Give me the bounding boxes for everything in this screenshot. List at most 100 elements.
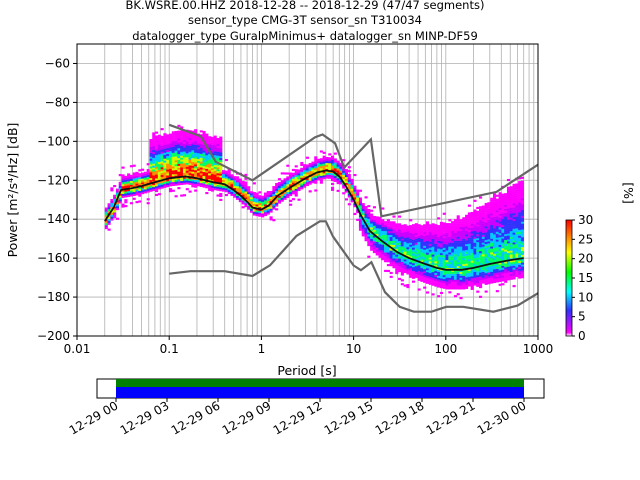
heatmap-cell — [342, 192, 346, 195]
mode-line — [104, 169, 524, 271]
heatmap-cell — [185, 160, 189, 164]
heatmap-cell — [445, 277, 449, 280]
heatmap-cell — [395, 244, 399, 247]
heatmap-cell — [470, 278, 474, 281]
heatmap-cell — [372, 249, 376, 252]
heatmap-cell — [492, 206, 497, 210]
heatmap-cell — [188, 141, 192, 145]
heatmap-cell — [182, 163, 187, 166]
heatmap-cell — [417, 237, 421, 240]
heatmap-cell — [481, 240, 485, 243]
heatmap-cell — [501, 207, 505, 210]
heatmap-cell — [518, 266, 522, 269]
heatmap-cell — [216, 155, 220, 158]
heatmap-cell — [509, 211, 513, 214]
heatmap-cell — [280, 193, 284, 196]
heatmap-cell — [325, 174, 329, 177]
heatmap-cell — [269, 191, 273, 194]
heatmap-cell — [294, 186, 298, 189]
heatmap-cell — [216, 151, 220, 154]
heatmap-cell — [166, 138, 170, 141]
heatmap-cell — [132, 174, 136, 177]
heatmap-cell — [453, 287, 457, 290]
heatmap-cell — [230, 178, 234, 181]
heatmap-cell — [490, 277, 494, 280]
heatmap-cell — [227, 182, 231, 185]
heatmap-cell — [199, 134, 203, 137]
heatmap-cell — [199, 163, 203, 166]
heatmap-cell — [501, 215, 505, 218]
heatmap-cell — [208, 159, 212, 162]
heatmap-cell — [127, 183, 131, 186]
heatmap-cell — [403, 247, 407, 250]
heatmap-cell — [515, 222, 519, 225]
heatmap-cell — [392, 225, 396, 228]
heatmap-cell — [495, 225, 499, 228]
heatmap-cell — [518, 260, 522, 264]
heatmap-cell — [155, 168, 159, 171]
heatmap-cell — [330, 167, 335, 170]
heatmap-cell — [202, 152, 206, 155]
heatmap-cell — [428, 241, 432, 244]
heatmap-cell — [238, 198, 242, 201]
heatmap-cell — [177, 187, 181, 190]
heatmap-cell — [294, 188, 298, 191]
heatmap-cell — [512, 230, 516, 233]
heatmap-cell — [414, 227, 418, 230]
heatmap-cell — [322, 173, 326, 176]
heatmap-cell — [456, 256, 460, 259]
heatmap-cell — [467, 280, 471, 283]
heatmap-cell — [110, 214, 114, 217]
heatmap-cell — [465, 214, 469, 217]
heatmap-cell — [171, 172, 175, 175]
heatmap-cell — [247, 188, 251, 191]
heatmap-cell — [445, 263, 449, 267]
heatmap-cell — [219, 154, 223, 157]
heatmap-cell — [512, 214, 516, 218]
heatmap-cell — [509, 256, 513, 259]
heatmap-cell — [428, 249, 432, 252]
heatmap-cell — [512, 193, 516, 196]
heatmap-cell — [325, 164, 329, 167]
heatmap-cell — [425, 277, 430, 280]
heatmap-cell — [196, 149, 201, 152]
heatmap-cell — [266, 202, 270, 205]
heatmap-cell — [227, 189, 231, 193]
heatmap-cell — [411, 266, 416, 270]
heatmap-cell — [163, 181, 167, 184]
heatmap-cell — [414, 225, 418, 228]
heatmap-cell — [160, 182, 164, 185]
heatmap-cell — [400, 242, 404, 245]
heatmap-cell — [506, 272, 511, 275]
heatmap-cell — [417, 288, 421, 291]
heatmap-cell — [445, 281, 449, 284]
heatmap-cell — [504, 210, 508, 213]
heatmap-cell — [233, 176, 237, 179]
heatmap-cell — [135, 171, 139, 174]
heatmap-cell — [423, 276, 427, 279]
heatmap-cell — [104, 221, 108, 224]
heatmap-cell — [434, 278, 438, 281]
heatmap-cell — [501, 211, 505, 214]
heatmap-cell — [515, 187, 519, 190]
heatmap-cell — [236, 180, 240, 183]
heatmap-cell — [451, 252, 455, 255]
heatmap-cell — [370, 215, 374, 218]
heatmap-cell — [269, 192, 273, 196]
heatmap-cell — [467, 235, 471, 238]
heatmap-cell — [501, 275, 505, 278]
heatmap-cell — [386, 236, 390, 239]
heatmap-cell — [263, 210, 268, 213]
heatmap-cell — [462, 226, 466, 230]
heatmap-cell — [453, 232, 457, 235]
heatmap-cell — [417, 247, 421, 250]
heatmap-cell — [425, 254, 430, 257]
heatmap-cell — [476, 290, 480, 293]
heatmap-cell — [442, 257, 446, 260]
heatmap-cell — [473, 281, 477, 284]
heatmap-cell — [506, 247, 511, 250]
heatmap-cell — [515, 241, 519, 244]
heatmap-cell — [188, 161, 192, 164]
heatmap-cell — [509, 192, 513, 195]
heatmap-cell — [177, 169, 181, 172]
